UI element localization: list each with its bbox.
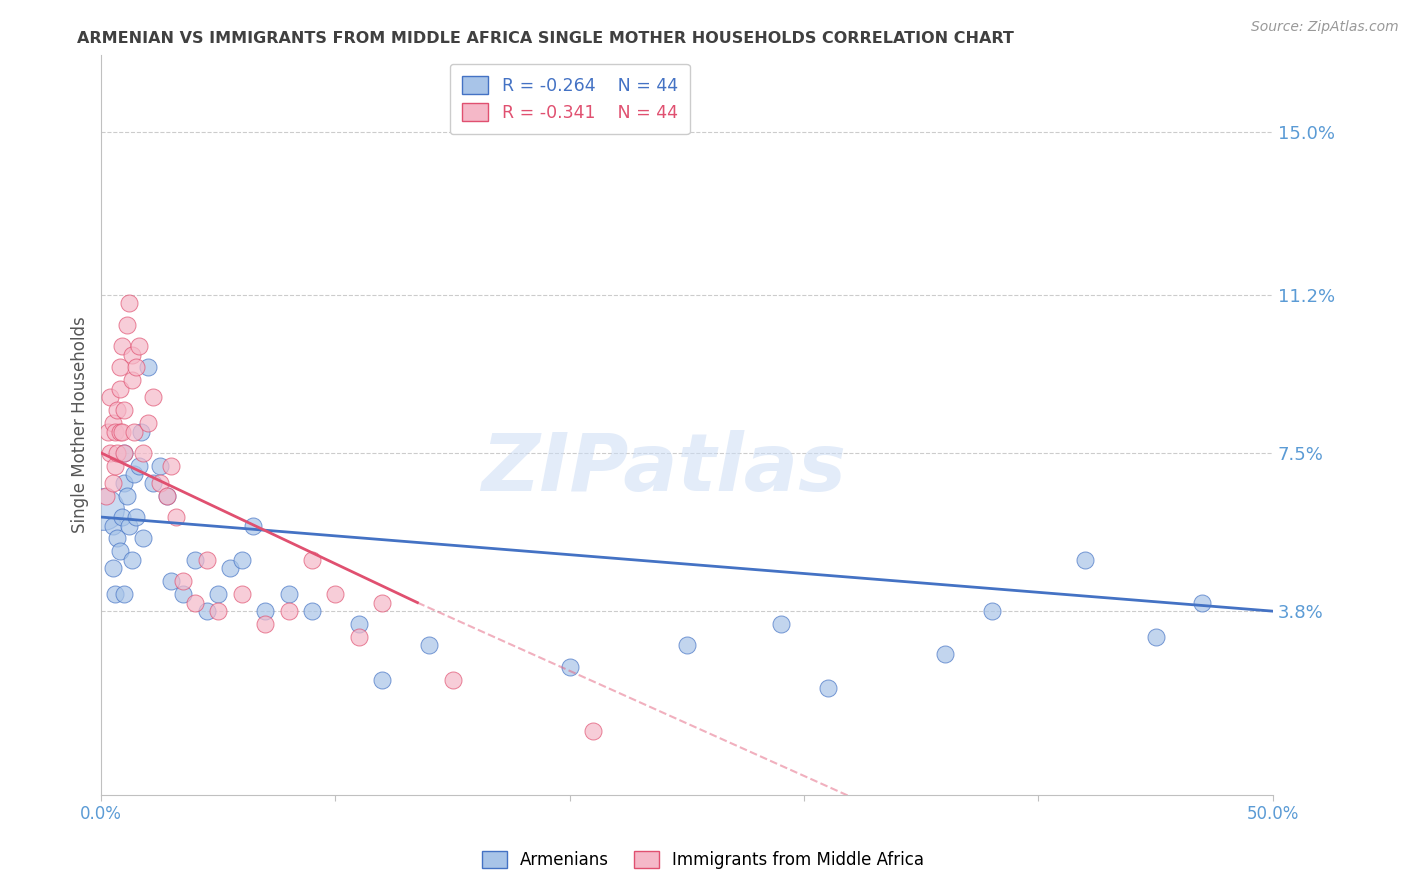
Point: [114, 446, 136, 460]
Point: [582, 723, 605, 738]
Point: [136, 360, 159, 375]
Point: [156, 489, 179, 503]
Point: [1074, 553, 1097, 567]
Point: [121, 373, 143, 387]
Point: [94, 489, 117, 503]
Point: [107, 532, 129, 546]
Point: [219, 561, 242, 575]
Point: [114, 403, 136, 417]
Point: [817, 681, 839, 695]
Point: [347, 630, 370, 644]
Point: [100, 390, 122, 404]
Point: [108, 360, 131, 375]
Point: [97, 425, 120, 439]
Point: [277, 604, 299, 618]
Point: [104, 425, 127, 439]
Point: [347, 617, 370, 632]
Point: [1191, 596, 1213, 610]
Point: [441, 673, 464, 687]
Point: [277, 587, 299, 601]
Point: [128, 339, 150, 353]
Point: [101, 561, 124, 575]
Point: [104, 587, 127, 601]
Point: [325, 587, 347, 601]
Point: [111, 339, 134, 353]
Legend: R = -0.264    N = 44, R = -0.341    N = 44: R = -0.264 N = 44, R = -0.341 N = 44: [450, 64, 690, 135]
Point: [934, 647, 956, 661]
Point: [101, 416, 124, 430]
Point: [114, 587, 136, 601]
Point: [111, 510, 134, 524]
Point: [142, 390, 165, 404]
Point: [108, 425, 131, 439]
Point: [301, 553, 323, 567]
Y-axis label: Single Mother Households: Single Mother Households: [72, 317, 89, 533]
Point: [156, 489, 179, 503]
Point: [160, 458, 183, 473]
Point: [136, 416, 159, 430]
Point: [101, 475, 124, 490]
Point: [184, 596, 207, 610]
Point: [195, 604, 218, 618]
Point: [254, 604, 277, 618]
Point: [558, 659, 581, 673]
Point: [184, 553, 207, 567]
Point: [114, 446, 136, 460]
Point: [676, 639, 699, 653]
Point: [121, 553, 143, 567]
Point: [142, 475, 165, 490]
Point: [115, 318, 138, 332]
Point: [172, 587, 194, 601]
Point: [107, 403, 129, 417]
Point: [93, 501, 115, 516]
Point: [132, 446, 155, 460]
Point: [108, 544, 131, 558]
Point: [172, 574, 194, 589]
Point: [160, 574, 183, 589]
Text: ZIPatlas: ZIPatlas: [481, 431, 846, 508]
Point: [101, 518, 124, 533]
Point: [115, 489, 138, 503]
Point: [165, 510, 187, 524]
Point: [980, 604, 1002, 618]
Point: [195, 553, 218, 567]
Point: [118, 518, 141, 533]
Legend: Armenians, Immigrants from Middle Africa: Armenians, Immigrants from Middle Africa: [471, 841, 935, 880]
Point: [418, 639, 440, 653]
Point: [149, 475, 172, 490]
Point: [118, 296, 141, 310]
Point: [128, 458, 150, 473]
Point: [107, 446, 129, 460]
Point: [242, 518, 264, 533]
Point: [207, 604, 229, 618]
Text: Source: ZipAtlas.com: Source: ZipAtlas.com: [1251, 20, 1399, 34]
Point: [132, 532, 155, 546]
Point: [114, 475, 136, 490]
Point: [231, 587, 253, 601]
Point: [1144, 630, 1167, 644]
Point: [125, 510, 148, 524]
Point: [122, 425, 145, 439]
Point: [371, 596, 394, 610]
Point: [111, 425, 134, 439]
Point: [254, 617, 277, 632]
Point: [231, 553, 253, 567]
Point: [121, 347, 143, 361]
Point: [125, 360, 148, 375]
Point: [108, 382, 131, 396]
Point: [371, 673, 394, 687]
Point: [100, 446, 122, 460]
Text: ARMENIAN VS IMMIGRANTS FROM MIDDLE AFRICA SINGLE MOTHER HOUSEHOLDS CORRELATION C: ARMENIAN VS IMMIGRANTS FROM MIDDLE AFRIC…: [77, 31, 1014, 46]
Point: [149, 458, 172, 473]
Point: [122, 467, 145, 482]
Point: [104, 458, 127, 473]
Point: [769, 617, 792, 632]
Point: [129, 425, 152, 439]
Point: [207, 587, 229, 601]
Point: [301, 604, 323, 618]
